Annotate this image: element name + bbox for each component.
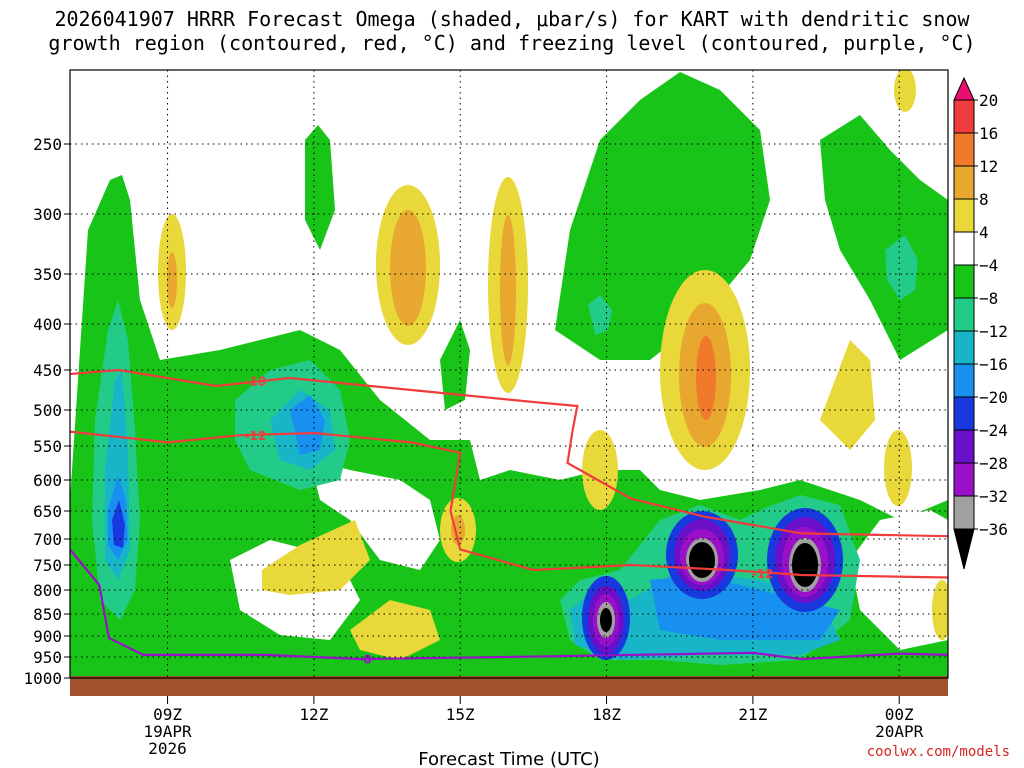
omega-region-darkblue (112, 500, 125, 548)
x-tick-label: 21Z (738, 705, 767, 724)
colorbar-swatch (953, 165, 975, 200)
x-tick-label: 09Z (153, 705, 182, 724)
y-tick-label: 400 (33, 315, 62, 334)
omega-region-green (440, 320, 470, 410)
omega-region-yellow (350, 600, 440, 660)
chart-title-line-2: growth region (contoured, red, °C) and f… (48, 31, 976, 55)
y-tick-label: 250 (33, 135, 62, 154)
colorbar-swatch (953, 429, 975, 464)
contour-label: 0 (363, 652, 371, 666)
y-tick-label: 450 (33, 361, 62, 380)
colorbar-swatch (953, 132, 975, 167)
freezing-level-line (70, 548, 948, 661)
x-tick-label: 00Z (885, 705, 914, 724)
colorbar-label: −36 (979, 520, 1008, 539)
colorbar-swatch (953, 231, 975, 266)
colorbar-swatch (953, 396, 975, 431)
x-tick-date-label: 19APR (143, 722, 192, 741)
omega-core (689, 542, 715, 578)
colorbar-label: −24 (979, 421, 1008, 440)
omega-region-green (305, 125, 335, 250)
omega-region-white (850, 510, 948, 650)
contour-label: -12 (752, 567, 774, 581)
colorbar-label: −8 (979, 289, 998, 308)
omega-core (600, 608, 612, 632)
omega-region-yellow (500, 215, 516, 365)
colorbar-label: 20 (979, 91, 998, 110)
dgz-contour-line (70, 430, 948, 579)
colorbar-label: −4 (979, 256, 998, 275)
colorbar-label: −32 (979, 487, 1008, 506)
contour-layer: -18 -12 -12 0 (70, 368, 948, 666)
y-tick-label: 950 (33, 648, 62, 667)
y-tick-label: 800 (33, 581, 62, 600)
omega-region-yellow (884, 430, 912, 506)
omega-region-white (310, 460, 440, 570)
colorbar-triangle-top (953, 76, 975, 101)
y-tick-label: 850 (33, 605, 62, 624)
colorbar-swatch (953, 297, 975, 332)
colorbar-swatch (953, 99, 975, 134)
y-axis-labels: 250 300 350 400 450 500 550 600 650 700 750 800 850 9… (23, 135, 70, 688)
x-tick-label: 12Z (299, 705, 328, 724)
colorbar-triangle-bottom (953, 528, 975, 570)
y-tick-label: 650 (33, 502, 62, 521)
colorbar-label: −12 (979, 322, 1008, 341)
omega-region-yellow (582, 430, 618, 510)
colorbar-swatch (953, 330, 975, 365)
omega-region-teal (885, 235, 918, 300)
y-tick-label: 350 (33, 265, 62, 284)
x-tick-label: 18Z (592, 705, 621, 724)
colorbar-swatch (953, 363, 975, 398)
dgz-contour-line (70, 368, 948, 538)
colorbar-swatch (953, 462, 975, 497)
colorbar-label: −28 (979, 454, 1008, 473)
omega-region-yellow (167, 252, 177, 308)
omega-region-green (820, 115, 948, 360)
y-tick-label: 700 (33, 530, 62, 549)
chart-title-line-1: 2026041907 HRRR Forecast Omega (shaded, … (54, 7, 970, 31)
omega-region-yellow (932, 580, 948, 640)
y-tick-label: 500 (33, 401, 62, 420)
colorbar-swatch (953, 495, 975, 530)
horizontal-gridlines (70, 143, 948, 658)
x-axis-title: Forecast Time (UTC) (418, 749, 599, 768)
contour-label: -12 (245, 429, 267, 443)
colorbar-label: 4 (979, 223, 989, 242)
colorbar-label: 12 (979, 157, 998, 176)
y-tick-label: 300 (33, 205, 62, 224)
colorbar: 20 16 12 8 4 −4 −8 −12 −16 −20 −24 −28 −32 −36 (953, 76, 1008, 570)
colorbar-label: −20 (979, 388, 1008, 407)
colorbar-label: 8 (979, 190, 989, 209)
x-tick-year-label: 2026 (148, 739, 187, 758)
colorbar-swatch (953, 264, 975, 299)
y-tick-label: 750 (33, 556, 62, 575)
colorbar-swatch (953, 198, 975, 233)
colorbar-label: −16 (979, 355, 1008, 374)
x-tick-date-label: 20APR (875, 722, 924, 741)
omega-core (792, 543, 818, 587)
omega-region-yellow (390, 210, 426, 326)
omega-region-yellow (696, 336, 716, 420)
source-credit: coolwx.com/models (866, 744, 1010, 760)
y-tick-label: 1000 (23, 669, 62, 688)
y-tick-label: 600 (33, 471, 62, 490)
omega-region-yellow (820, 340, 875, 450)
omega-region-blue (290, 395, 325, 455)
x-tick-label: 15Z (446, 705, 475, 724)
omega-region-yellow (894, 70, 916, 112)
y-tick-label: 900 (33, 627, 62, 646)
omega-region-yellow (262, 520, 370, 595)
colorbar-label: 16 (979, 124, 998, 143)
contour-label: -18 (245, 374, 267, 388)
plot-frame (69, 69, 949, 679)
ground-surface (70, 676, 948, 696)
omega-region-teal (588, 295, 612, 335)
y-tick-label: 550 (33, 437, 62, 456)
